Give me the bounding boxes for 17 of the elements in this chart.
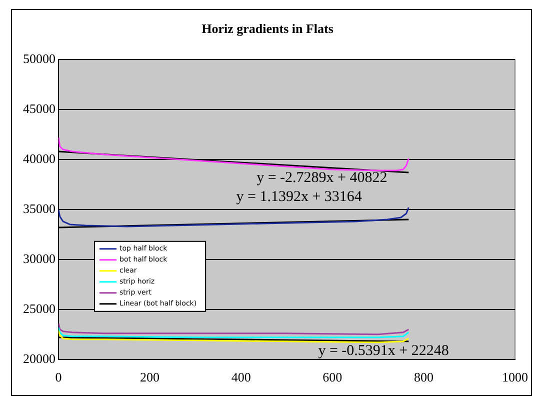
x-tick-label: 400	[231, 370, 251, 385]
y-tick-label: 20000	[23, 350, 56, 366]
y-tick-label: 30000	[23, 250, 56, 266]
annotation: y = -2.7289x + 40822	[256, 170, 388, 186]
x-tick-label: 600	[322, 370, 342, 385]
x-tick-label: 1000	[502, 370, 528, 385]
y-tick-label: 50000	[23, 51, 56, 66]
chart-title: Horiz gradients in Flats	[202, 21, 334, 36]
annotation: y = -0.5391x + 22248	[318, 342, 449, 359]
y-tick-label: 45000	[23, 100, 56, 116]
y-tick-label: 25000	[23, 300, 56, 316]
x-tick-label: 200	[140, 370, 160, 385]
y-tick-label: 35000	[23, 200, 56, 216]
x-tick-label: 800	[414, 370, 434, 385]
y-tick-label: 40000	[23, 150, 56, 166]
annotation: y = 1.1392x + 33164	[236, 188, 362, 205]
x-tick-label: 0	[55, 370, 62, 385]
